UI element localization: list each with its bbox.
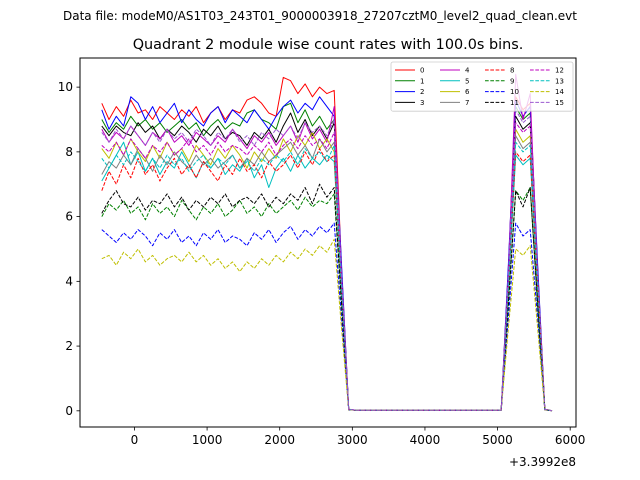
legend-label-12: 12 <box>555 67 564 75</box>
y-tick-label-0: 0 <box>65 404 73 418</box>
legend-label-13: 13 <box>555 77 564 85</box>
y-tick-label-2: 4 <box>65 274 73 288</box>
x-offset-label: +3.3992e8 <box>509 455 576 469</box>
chart-suptitle: Data file: modeM0/AS1T03_243T01_90000039… <box>63 9 577 23</box>
series-line-11 <box>101 183 553 412</box>
y-tick-label-5: 10 <box>58 80 73 94</box>
series-line-15 <box>101 109 553 412</box>
y-tick-label-1: 2 <box>65 339 73 353</box>
legend-label-3: 3 <box>420 99 424 107</box>
legend-label-7: 7 <box>465 99 469 107</box>
legend-label-0: 0 <box>420 67 424 75</box>
plot-frame <box>79 57 577 428</box>
series-line-14 <box>101 238 553 412</box>
x-tick-label-5: 5000 <box>482 433 513 447</box>
legend-label-4: 4 <box>465 67 470 75</box>
legend-label-15: 15 <box>555 99 564 107</box>
x-tick-label-2: 2000 <box>264 433 295 447</box>
legend-label-8: 8 <box>510 67 514 75</box>
legend-label-2: 2 <box>420 88 424 96</box>
x-tick-label-1: 1000 <box>192 433 223 447</box>
x-tick-label-0: 0 <box>131 433 139 447</box>
y-tick-label-4: 8 <box>65 145 73 159</box>
plot-area <box>80 58 576 427</box>
legend-box <box>390 61 574 112</box>
legend-label-10: 10 <box>510 88 519 96</box>
x-tick-label-6: 6000 <box>555 433 586 447</box>
legend-label-14: 14 <box>555 88 564 96</box>
series-line-12 <box>101 122 553 412</box>
series-line-13 <box>101 141 553 412</box>
legend-label-11: 11 <box>510 99 519 107</box>
y-tick-label-3: 6 <box>65 210 73 224</box>
legend-label-5: 5 <box>465 77 469 85</box>
legend-label-6: 6 <box>465 88 470 96</box>
chart-title: Quadrant 2 module wise count rates with … <box>133 37 524 53</box>
legend-label-9: 9 <box>510 77 514 85</box>
x-tick-label-4: 4000 <box>410 433 441 447</box>
legend-label-1: 1 <box>420 77 424 85</box>
x-tick-label-3: 3000 <box>337 433 368 447</box>
